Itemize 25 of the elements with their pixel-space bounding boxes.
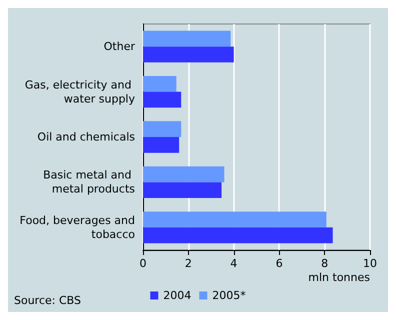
bar [143, 182, 222, 198]
x-tick-label: 2 [184, 257, 192, 270]
bar [143, 46, 234, 62]
bar [143, 92, 182, 108]
y-tick-label: Other [104, 40, 136, 54]
x-axis-title: mln tonnes [308, 271, 370, 284]
y-tick-label: Basic metal and metal products [43, 168, 136, 196]
bar [143, 212, 326, 228]
y-tick-label: Gas, electricity and water supply [24, 78, 136, 106]
x-tick-label: 0 [140, 257, 146, 270]
x-tick-label: 8 [321, 257, 328, 270]
bar [143, 137, 180, 153]
legend-label: 2005* [212, 289, 246, 302]
y-tick-label: Oil and chemicals [37, 130, 136, 144]
bar [143, 166, 224, 182]
x-tick-label: 10 [363, 257, 377, 270]
source-note: Source: CBS [14, 294, 82, 307]
y-tick-label: Food, beverages and tobacco [20, 214, 136, 241]
legend-label: 2004 [163, 289, 192, 302]
bar [143, 227, 333, 244]
x-tick-label: 4 [230, 257, 238, 270]
bar [143, 30, 231, 47]
bar [143, 121, 182, 137]
bar [143, 76, 176, 92]
x-tick-label: 6 [276, 257, 283, 270]
